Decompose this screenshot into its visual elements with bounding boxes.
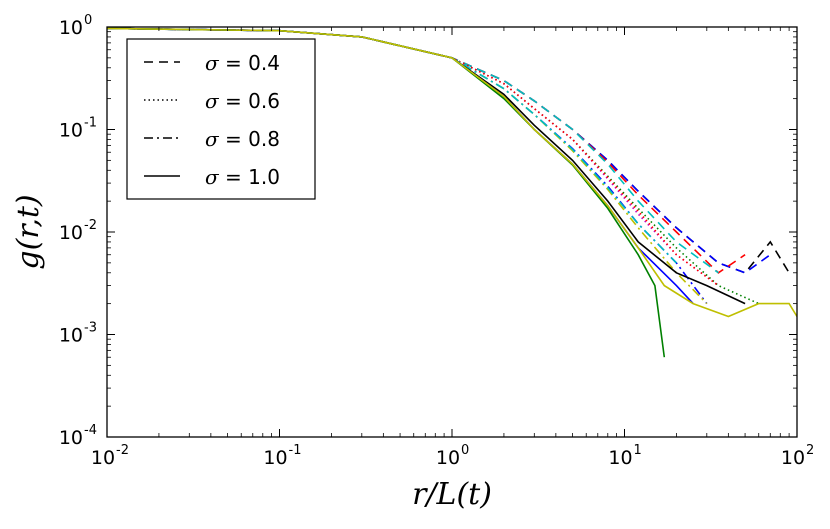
y-tick-label: 10: [59, 222, 83, 244]
legend-value: = 0.4: [219, 51, 280, 75]
legend-symbol: σ: [205, 89, 220, 113]
x-axis-label: r/L(t): [412, 477, 492, 512]
ticks-layer: 10 -2 10 -1 10 0 10 1 10 210 -410 -310 -210 -110 0: [59, 13, 814, 469]
x-tick-exponent: -1: [289, 443, 302, 458]
series-line-0.6-5: [107, 27, 719, 287]
series-layer: [107, 27, 797, 358]
legend-symbol: σ: [205, 51, 220, 75]
series-line-0.8-8: [107, 27, 708, 305]
legend-label: σ = 1.0: [205, 165, 280, 189]
y-tick-label: 10: [59, 120, 83, 142]
x-tick-label: 10: [263, 447, 287, 469]
x-tick-label: 10: [781, 447, 805, 469]
y-tick-label: 10: [59, 325, 83, 347]
legend-label: σ = 0.8: [205, 127, 280, 151]
y-tick-exponent: -2: [84, 218, 97, 233]
x-tick-label: 10: [436, 447, 460, 469]
x-tick-exponent: 2: [806, 443, 814, 458]
x-tick-exponent: 1: [634, 443, 642, 458]
legend: σ = 0.4σ = 0.6σ = 0.8σ = 1.0: [126, 38, 316, 200]
y-tick-exponent: -3: [84, 321, 97, 336]
legend-value: = 0.6: [219, 89, 280, 113]
y-tick-exponent: 0: [84, 13, 92, 28]
x-tick-label: 10: [91, 447, 115, 469]
legend-value: = 0.8: [219, 127, 280, 151]
y-tick-label: 10: [59, 17, 83, 39]
legend-label: σ = 0.6: [205, 89, 280, 113]
series-line-1.0-13: [107, 27, 797, 318]
x-tick-exponent: 0: [461, 443, 469, 458]
y-tick-exponent: -4: [84, 423, 97, 438]
x-tick-label: 10: [608, 447, 632, 469]
legend-symbol: σ: [205, 127, 220, 151]
legend-value: = 1.0: [219, 165, 280, 189]
legend-label: σ = 0.4: [205, 51, 280, 75]
y-axis-label: g(r,t): [11, 194, 46, 269]
x-tick-exponent: -2: [116, 443, 129, 458]
y-tick-label: 10: [59, 427, 83, 449]
legend-symbol: σ: [205, 165, 220, 189]
y-tick-exponent: -1: [84, 116, 97, 131]
legend-box: [126, 38, 316, 200]
